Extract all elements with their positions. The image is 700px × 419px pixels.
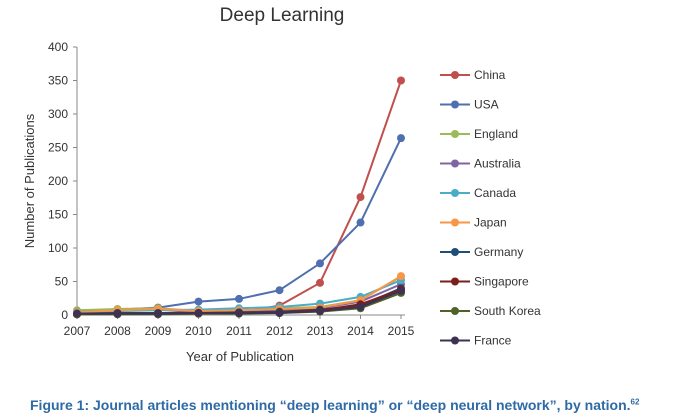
data-point	[316, 278, 324, 287]
x-axis-label: Year of Publication	[186, 349, 294, 364]
series-line	[76, 137, 402, 313]
legend-label: Japan	[474, 216, 507, 230]
y-tick-label: 50	[55, 275, 69, 289]
y-tick-label: 100	[48, 241, 68, 255]
data-point	[356, 193, 365, 202]
y-axis-label: Number of Publications	[22, 113, 37, 248]
legend-item: South Korea	[440, 304, 541, 318]
legend-item: Canada	[440, 186, 516, 200]
legend-item: China	[440, 68, 506, 82]
legend-item: Japan	[440, 216, 507, 230]
legend-marker	[451, 71, 459, 79]
legend-marker	[451, 218, 459, 227]
y-tick-label: 150	[48, 208, 68, 222]
legend-label: China	[474, 68, 506, 82]
x-tick-label: 2007	[64, 324, 91, 338]
data-point	[194, 297, 203, 306]
legend-marker	[451, 130, 459, 138]
data-point	[154, 309, 162, 318]
x-tick-label: 2014	[347, 324, 374, 338]
series-france	[73, 286, 405, 318]
legend-label: France	[474, 334, 512, 348]
figure-caption: Figure 1: Journal articles mentioning “d…	[30, 397, 690, 413]
y-tick-label: 0	[61, 308, 68, 322]
data-point	[113, 309, 122, 318]
legend-label: USA	[474, 98, 499, 112]
x-tick-label: 2009	[145, 324, 172, 338]
caption-footnote: 62	[630, 397, 640, 407]
series-usa	[73, 134, 405, 316]
legend-label: Canada	[474, 186, 516, 200]
legend-marker	[451, 159, 459, 168]
x-tick-label: 2008	[104, 324, 131, 338]
series-china	[73, 76, 405, 318]
y-tick-label: 250	[48, 141, 68, 155]
legend-label: Singapore	[474, 275, 529, 289]
legend-item: Australia	[440, 157, 521, 171]
data-point	[73, 309, 81, 318]
data-point	[275, 286, 284, 295]
legend-item: England	[440, 127, 518, 141]
legend-item: USA	[440, 98, 499, 112]
data-point	[397, 134, 405, 143]
data-point	[194, 308, 203, 317]
legend-marker	[451, 277, 459, 286]
data-point	[275, 308, 284, 317]
data-point	[235, 308, 243, 317]
x-tick-label: 2012	[266, 324, 293, 338]
data-point	[397, 286, 405, 295]
legend-marker	[451, 189, 459, 197]
legend-label: Germany	[474, 245, 523, 259]
data-point	[397, 76, 405, 85]
legend-label: South Korea	[474, 304, 541, 318]
y-tick-label: 400	[48, 40, 68, 54]
chart: Deep Learning 0 50 100 150 200 250 300 350 400 20…	[22, 5, 541, 364]
caption-text: Figure 1: Journal articles mentioning “d…	[30, 397, 631, 413]
legend-item: France	[440, 334, 512, 348]
x-tick-label: 2013	[307, 324, 334, 338]
series-line	[76, 80, 402, 315]
data-point	[397, 272, 405, 281]
x-tick-label: 2011	[226, 324, 252, 338]
legend-item: Singapore	[440, 275, 529, 289]
y-tick-label: 350	[48, 74, 68, 88]
y-tick-label: 200	[48, 174, 68, 188]
series-layer	[73, 76, 405, 319]
data-point	[356, 218, 365, 227]
legend-label: England	[474, 127, 518, 141]
legend-item: Germany	[440, 245, 523, 259]
x-tick-label: 2015	[388, 324, 415, 338]
axes: 0 50 100 150 200 250 300 350 400 2007 2008 2009 2010…	[48, 40, 415, 338]
y-tick-label: 300	[48, 107, 68, 121]
legend: China USA England Australia Canada Japan Germa…	[440, 68, 541, 348]
legend-marker	[451, 307, 459, 315]
legend-marker	[451, 100, 459, 109]
data-point	[235, 294, 243, 303]
x-tick-label: 2010	[185, 324, 212, 338]
data-point	[316, 306, 324, 315]
legend-label: Australia	[474, 157, 521, 171]
data-point	[316, 259, 324, 268]
data-point	[356, 302, 365, 311]
chart-title: Deep Learning	[220, 5, 345, 26]
legend-marker	[451, 248, 459, 256]
legend-marker	[451, 336, 459, 345]
